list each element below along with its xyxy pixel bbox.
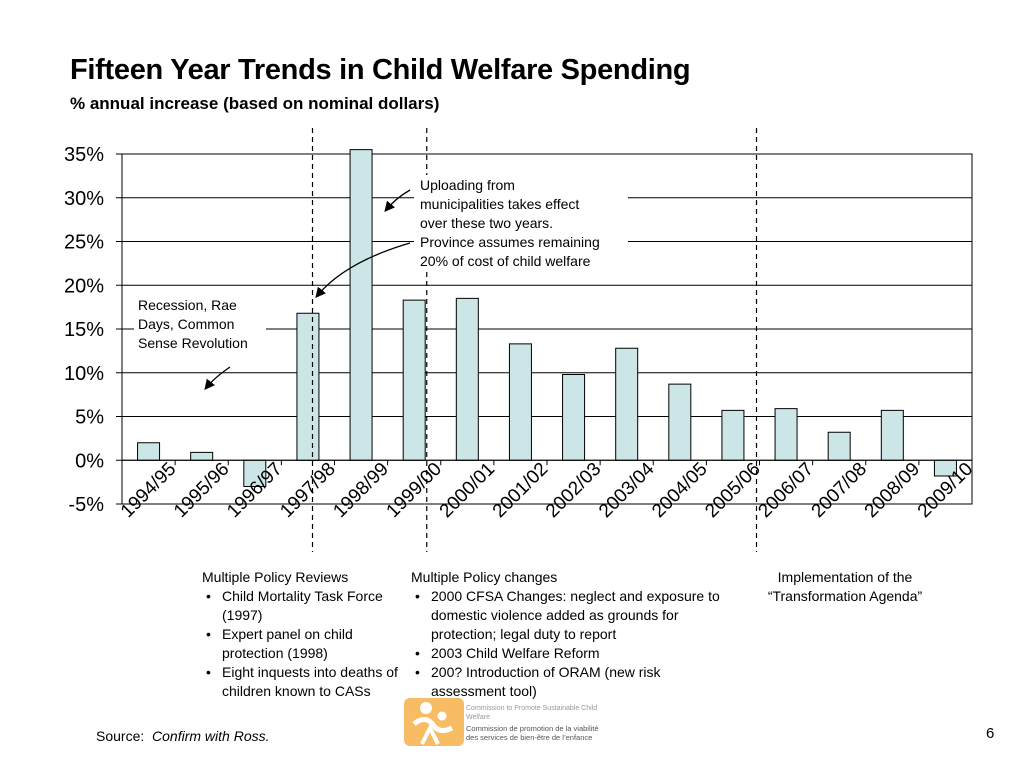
chart-title: Fifteen Year Trends in Child Welfare Spe… <box>70 54 691 86</box>
bar <box>615 347 639 461</box>
x-tick-label: 1999/00 <box>383 459 446 522</box>
bar <box>721 409 745 461</box>
recession-annotation-line: Recession, Rae <box>138 297 237 313</box>
uploading-annotation-line: 20% of cost of child welfare <box>420 253 591 269</box>
x-tick-label: 2002/03 <box>542 459 605 522</box>
policy-changes-note: Multiple Policy changes 2000 CFSA Change… <box>411 568 729 701</box>
source-value: Confirm with Ross. <box>152 728 270 744</box>
bar <box>349 149 373 461</box>
recession-annotation-box <box>134 295 266 355</box>
x-tick-label: 1994/95 <box>117 459 180 522</box>
bar <box>190 451 214 461</box>
x-tick-label: 2000/01 <box>436 459 499 522</box>
x-tick-label: 1997/98 <box>276 459 339 522</box>
policy-review-item: Eight inquests into deaths of children k… <box>202 663 412 701</box>
bar <box>827 431 851 461</box>
x-tick-label: 1998/99 <box>329 459 392 522</box>
bar <box>455 297 479 461</box>
period-dividers <box>311 128 758 552</box>
bar <box>774 408 798 461</box>
y-tick-label: 5% <box>75 407 104 429</box>
chart-subtitle: % annual increase (based on nominal doll… <box>70 94 440 113</box>
y-tick-label: 10% <box>64 363 104 385</box>
bar <box>508 343 532 461</box>
x-tick-label: 2005/06 <box>701 459 764 522</box>
annotations: Recession, Rae Days, Common Sense Revoluti… <box>134 175 628 391</box>
x-tick-label: 2004/05 <box>648 459 711 522</box>
y-tick-label: 15% <box>64 319 104 341</box>
uploading-annotation-line: Uploading from <box>420 177 515 193</box>
bar <box>137 442 161 461</box>
x-tick-label: 2001/02 <box>489 459 552 522</box>
recession-annotation-line: Days, Common <box>138 316 234 332</box>
transformation-line-2: “Transformation Agenda” <box>767 588 923 604</box>
x-tick-label: 2006/07 <box>754 459 817 522</box>
source-label: Source: <box>96 728 145 744</box>
bar <box>402 299 426 461</box>
y-tick-label: 30% <box>64 188 104 210</box>
logo-title: Commission to Promote Sustainable Child … <box>466 705 598 721</box>
y-axis: 35% 30% 25% 20% 15% 10% 5% 0% -5% <box>64 144 122 516</box>
recession-annotation-line: Sense Revolution <box>138 335 248 351</box>
uploading-annotation-line: municipalities takes effect <box>420 196 579 212</box>
y-tick-label: 0% <box>75 450 104 472</box>
logo-line-1: Commission de promotion de la viabilité <box>466 724 599 733</box>
policy-reviews-note: Multiple Policy Reviews Child Mortality … <box>202 568 412 701</box>
y-tick-label: 25% <box>64 232 104 254</box>
uploading-arrow-1 <box>384 189 411 212</box>
logo-figure-icon <box>404 698 464 746</box>
uploading-annotation-line: over these two years. <box>420 215 553 231</box>
x-tick-label: 2003/04 <box>595 458 659 522</box>
policy-change-item: 2000 CFSA Changes: neglect and exposure … <box>411 587 729 644</box>
policy-change-item: 2003 Child Welfare Reform <box>411 644 729 663</box>
source-note: Source: Confirm with Ross. <box>96 728 270 744</box>
bar <box>668 383 692 461</box>
x-tick-label: 2008/09 <box>861 459 924 522</box>
policy-review-item: Expert panel on child protection (1998) <box>202 625 412 663</box>
bar <box>880 409 904 461</box>
policy-change-item: 200? Introduction of ORAM (new risk asse… <box>411 663 729 701</box>
y-tick-label: 20% <box>64 275 104 297</box>
bar <box>296 312 320 461</box>
uploading-annotation-box <box>414 175 628 269</box>
commission-logo: Commission to Promote Sustainable Child … <box>404 694 620 748</box>
logo-line-2: des services de bien-être de l’enfance <box>466 733 593 742</box>
page-number: 6 <box>986 725 995 742</box>
x-tick-label: 2007/08 <box>808 459 871 522</box>
y-tick-label: -5% <box>68 494 104 516</box>
policy-review-item: Child Mortality Task Force (1997) <box>202 587 412 625</box>
uploading-annotation-line: Province assumes remaining <box>420 234 600 250</box>
transformation-line-1: Implementation of the <box>777 569 913 585</box>
bar <box>562 374 586 461</box>
recession-arrow <box>204 366 231 391</box>
x-tick-label: 1995/96 <box>170 459 233 522</box>
y-tick-label: 35% <box>64 144 104 166</box>
uploading-arrow-2 <box>315 242 411 299</box>
transformation-note: Implementation of the “Transformation Ag… <box>745 568 945 606</box>
policy-reviews-heading: Multiple Policy Reviews <box>202 569 349 585</box>
bars <box>137 149 957 487</box>
policy-changes-heading: Multiple Policy changes <box>411 569 558 585</box>
